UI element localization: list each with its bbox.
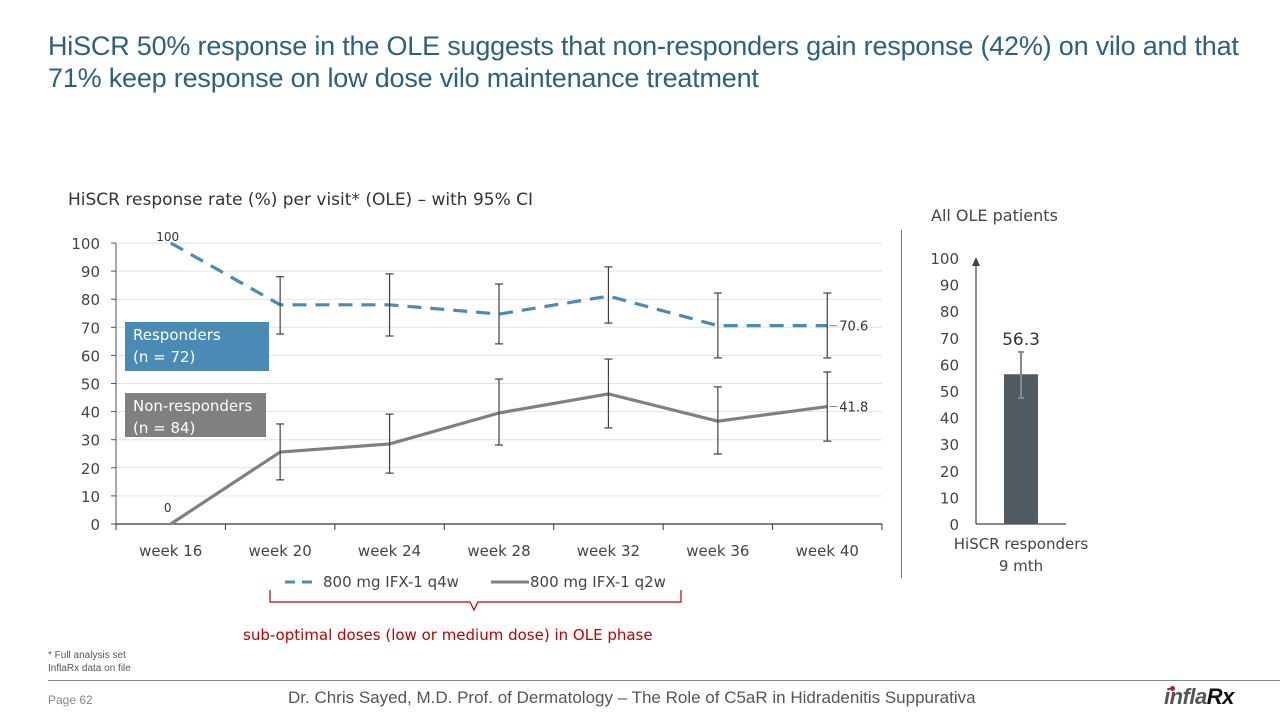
x-tick-label: week 40 (796, 542, 859, 560)
x-tick-label: week 28 (467, 542, 530, 560)
y-tick-label: 40 (81, 404, 100, 422)
bar (1004, 374, 1038, 524)
responders-box (125, 322, 269, 371)
bar-y-tick-label: 80 (940, 303, 959, 321)
bar-y-tick-label: 100 (930, 250, 959, 268)
footnote-analysis-set: * Full analysis set (48, 650, 126, 661)
footnotes: * Full analysis set InflaRx data on file (48, 649, 131, 675)
y-tick-label: 90 (81, 263, 100, 281)
line-chart-title: HiSCR response rate (%) per visit* (OLE)… (68, 190, 534, 210)
page-number: Page 62 (48, 693, 93, 707)
bar-y-tick-label: 50 (940, 383, 959, 401)
data-label: 70.6 (839, 320, 868, 335)
bar-y-tick-label: 90 (940, 277, 959, 295)
bar-category-label: HiSCR responders (954, 535, 1089, 553)
slide-title: HiSCR 50% response in the OLE suggests t… (48, 31, 1239, 93)
group-labels: Responders (n = 72) Non-responders (n = 84) (125, 322, 269, 437)
footnote-data-source: InflaRx data on file (48, 663, 131, 674)
y-tick-label: 50 (81, 376, 100, 394)
x-tick-label: week 20 (249, 542, 312, 560)
bar-y-tick-label: 60 (940, 356, 959, 374)
y-tick-label: 20 (81, 460, 100, 478)
arrow-up-icon (972, 257, 980, 266)
data-label: 100 (156, 230, 179, 244)
y-tick-label: 10 (81, 488, 100, 506)
divider-line (901, 230, 902, 578)
group-label-text: Non-responders (133, 397, 252, 415)
bar-y-tick-label: 0 (949, 516, 959, 534)
data-labels: 100 70.6 0 41.8 (156, 230, 868, 515)
bar-category-label: 9 mth (999, 557, 1043, 575)
error-bars (276, 266, 832, 481)
bar-chart: 0 10 20 30 40 50 60 70 80 90 100 56.3 HiSCR responde… (930, 250, 1088, 575)
bar-y-tick-label: 20 (940, 463, 959, 481)
brace-annotation (269, 590, 682, 612)
bar-y-tick-label: 30 (940, 436, 959, 454)
data-label: 0 (164, 501, 172, 515)
bar-data-label: 56.3 (1002, 330, 1040, 350)
footer-divider (48, 680, 1280, 681)
bar-y-tick-label: 40 (940, 410, 959, 428)
bar-chart-title: All OLE patients (931, 206, 1058, 225)
x-axis-labels: week 16 week 20 week 24 week 28 week 32 week … (139, 542, 859, 560)
y-tick-label: 100 (71, 235, 100, 253)
x-tick-label: week 36 (686, 542, 749, 560)
brace-shape (269, 590, 682, 612)
x-tick-label: week 24 (358, 542, 421, 560)
y-tick-label: 80 (81, 291, 100, 309)
y-axis-ticks: 0 10 20 30 40 50 60 70 80 90 100 (71, 235, 116, 534)
logo-dot-icon (1170, 686, 1175, 691)
inflarx-logo: inflaRx (1164, 684, 1234, 710)
x-axis (115, 243, 883, 530)
group-label-text: (n = 84) (133, 419, 195, 437)
group-label-text: Responders (133, 326, 221, 344)
bar-y-tick-label: 70 (940, 330, 959, 348)
logo-accent: Rx (1206, 684, 1235, 709)
legend-label-q2w: 800 mg IFX-1 q2w (530, 573, 666, 591)
non-responders-box (125, 393, 266, 437)
legend: 800 mg IFX-1 q4w 800 mg IFX-1 q2w (285, 573, 666, 591)
y-tick-label: 70 (81, 319, 100, 337)
footer-presenter: Dr. Chris Sayed, M.D. Prof. of Dermatolo… (288, 688, 976, 707)
brace-label: sub-optimal doses (low or medium dose) i… (243, 626, 653, 644)
y-tick-label: 0 (90, 516, 100, 534)
y-tick-label: 60 (81, 347, 100, 365)
x-tick-label: week 16 (139, 542, 202, 560)
data-label: 41.8 (839, 401, 868, 416)
y-tick-label: 30 (81, 432, 100, 450)
legend-label-q4w: 800 mg IFX-1 q4w (323, 573, 459, 591)
group-label-text: (n = 72) (133, 348, 195, 366)
x-tick-label: week 32 (577, 542, 640, 560)
bar-y-tick-label: 10 (940, 489, 959, 507)
